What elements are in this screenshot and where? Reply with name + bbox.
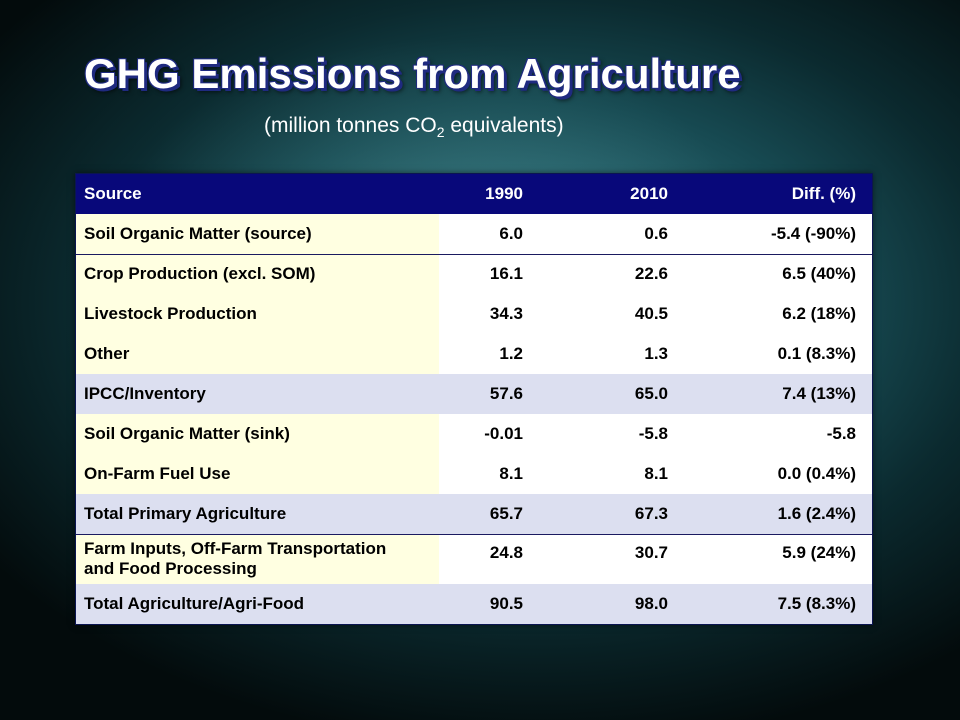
slide-subtitle: (million tonnes CO2 equivalents) [264,114,564,140]
row-diff: 1.6 (2.4%) [684,494,872,534]
table-row-subtotal: Total Primary Agriculture 65.7 67.3 1.6 … [76,494,872,534]
row-source: Farm Inputs, Off-Farm Transportation and… [76,533,439,584]
row-diff: -5.4 (-90%) [684,214,872,254]
table-row-total: Total Agriculture/Agri-Food 90.5 98.0 7.… [76,584,872,624]
row-source: Other [76,334,439,374]
row-1990: 65.7 [439,494,539,534]
slide-title: GHG Emissions from Agriculture [84,50,741,97]
table-row: Soil Organic Matter (sink) -0.01 -5.8 -5… [76,414,872,454]
row-source: On-Farm Fuel Use [76,454,439,494]
row-diff: 5.9 (24%) [684,533,872,584]
table-row: Livestock Production 34.3 40.5 6.2 (18%) [76,294,872,334]
row-source: Total Primary Agriculture [76,494,439,534]
table-row: Farm Inputs, Off-Farm Transportation and… [76,533,872,584]
row-source: Soil Organic Matter (sink) [76,414,439,454]
row-diff: 7.4 (13%) [684,374,872,414]
header-diff: Diff. (%) [684,174,872,214]
header-1990: 1990 [439,174,539,214]
row-diff: 6.2 (18%) [684,294,872,334]
row-1990: 57.6 [439,374,539,414]
row-diff: 7.5 (8.3%) [684,584,872,624]
row-2010: 0.6 [539,214,684,254]
row-source: Total Agriculture/Agri-Food [76,584,439,624]
row-1990: 90.5 [439,584,539,624]
row-1990: 8.1 [439,454,539,494]
emissions-table-frame: Source 1990 2010 Diff. (%) Soil Organic … [75,173,873,625]
header-source: Source [76,174,439,214]
row-1990: 34.3 [439,294,539,334]
row-2010: 1.3 [539,334,684,374]
subtitle-subscript: 2 [436,124,445,141]
row-2010: 40.5 [539,294,684,334]
row-2010: 22.6 [539,253,684,294]
row-source-line: Farm Inputs, Off-Farm Transportation [84,539,387,559]
row-diff: 0.0 (0.4%) [684,454,872,494]
table-row: Soil Organic Matter (source) 6.0 0.6 -5.… [76,214,872,254]
row-1990: -0.01 [439,414,539,454]
row-2010: 98.0 [539,584,684,624]
row-2010: 67.3 [539,494,684,534]
subtitle-text-end: equivalents) [444,114,564,137]
row-1990: 16.1 [439,253,539,294]
row-2010: 8.1 [539,454,684,494]
row-diff: -5.8 [684,414,872,454]
row-2010: -5.8 [539,414,684,454]
row-source: Soil Organic Matter (source) [76,214,439,254]
row-diff: 0.1 (8.3%) [684,334,872,374]
row-source: Livestock Production [76,294,439,334]
row-1990: 1.2 [439,334,539,374]
header-2010: 2010 [539,174,684,214]
subtitle-text: (million tonnes CO [264,114,437,137]
table-header-row: Source 1990 2010 Diff. (%) [76,174,872,214]
row-source: Crop Production (excl. SOM) [76,253,439,294]
table-row: On-Farm Fuel Use 8.1 8.1 0.0 (0.4%) [76,454,872,494]
row-source: IPCC/Inventory [76,374,439,414]
row-source-line: and Food Processing [84,559,257,579]
row-2010: 65.0 [539,374,684,414]
row-1990: 6.0 [439,214,539,254]
table-row-subtotal: IPCC/Inventory 57.6 65.0 7.4 (13%) [76,374,872,414]
row-diff: 6.5 (40%) [684,253,872,294]
table-row: Other 1.2 1.3 0.1 (8.3%) [76,334,872,374]
row-2010: 30.7 [539,533,684,584]
emissions-table: Source 1990 2010 Diff. (%) Soil Organic … [76,174,872,624]
row-1990: 24.8 [439,533,539,584]
table-row: Crop Production (excl. SOM) 16.1 22.6 6.… [76,253,872,294]
